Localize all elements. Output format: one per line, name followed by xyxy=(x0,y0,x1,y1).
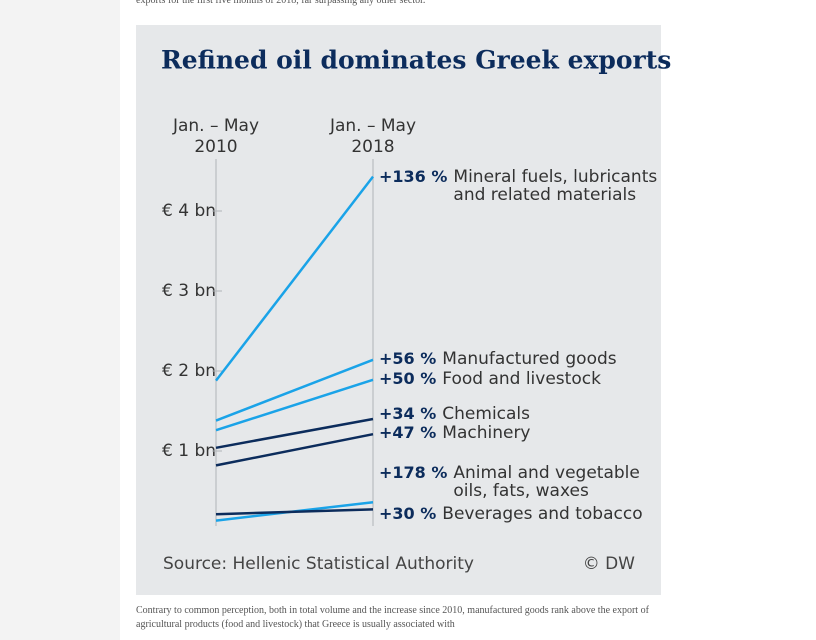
caption: Contrary to common perception, both in t… xyxy=(136,605,649,630)
series-label: +34 % Chemicals xyxy=(379,404,647,424)
series-line xyxy=(215,432,374,467)
intro-text: exports for the first five months of 201… xyxy=(136,0,426,6)
series-name: Manufactured goods xyxy=(442,349,617,369)
change-label: +56 % xyxy=(379,349,437,368)
series-line xyxy=(215,417,374,450)
series-line xyxy=(215,358,374,422)
chart-box xyxy=(136,25,661,595)
credit: © DW xyxy=(583,554,635,574)
series-label: +47 % Machinery xyxy=(379,423,647,443)
y-tick-label: € 2 bn xyxy=(162,361,216,381)
series-label: +56 % Manufactured goods xyxy=(379,349,647,369)
change-label: +136 % xyxy=(379,167,448,186)
series-line xyxy=(215,378,374,432)
change-label: +178 % xyxy=(379,463,448,482)
series-name: Animal and vegetable oils, fats, waxes xyxy=(453,463,640,501)
category-label: Jan. – May 2010 xyxy=(172,116,260,157)
series-label: +178 % Animal and vegetable oils, fats, w… xyxy=(379,463,658,501)
series-label: +136 % Mineral fuels, lubricants and rela… xyxy=(379,167,658,205)
series-label: +30 % Beverages and tobacco xyxy=(379,504,647,524)
y-tick-label: € 4 bn xyxy=(162,201,216,221)
chart-title: Refined oil dominates Greek exports xyxy=(161,46,671,75)
change-label: +30 % xyxy=(379,504,437,523)
series-line xyxy=(215,175,374,382)
y-tick-label: € 1 bn xyxy=(162,441,216,461)
series-name: Machinery xyxy=(442,423,531,443)
series-name: Chemicals xyxy=(442,404,531,424)
change-label: +47 % xyxy=(379,423,437,442)
source: Source: Hellenic Statistical Authority xyxy=(163,554,474,574)
series-name: Beverages and tobacco xyxy=(442,504,643,524)
y-tick-label: € 3 bn xyxy=(162,281,216,301)
series-label: +50 % Food and livestock xyxy=(379,369,647,389)
change-label: +50 % xyxy=(379,369,437,388)
series-name: Mineral fuels, lubricants and related ma… xyxy=(453,167,658,205)
series-line xyxy=(215,508,374,516)
change-label: +34 % xyxy=(379,404,437,423)
side-panel xyxy=(0,0,120,640)
category-label: Jan. – May 2018 xyxy=(329,116,417,157)
series-name: Food and livestock xyxy=(442,369,601,389)
